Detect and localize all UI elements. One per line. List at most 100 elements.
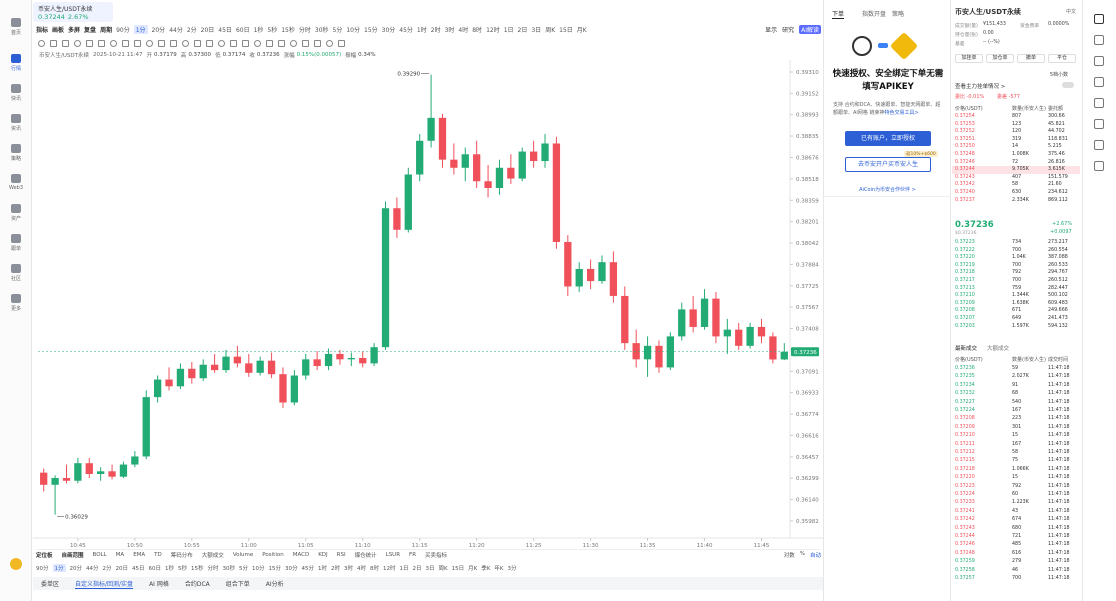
- timeframe-button[interactable]: 30秒: [222, 565, 236, 572]
- draw-tool-icon[interactable]: [254, 39, 261, 47]
- vip-icon[interactable]: [10, 558, 22, 570]
- book-action-button[interactable]: 加挂单: [955, 54, 983, 63]
- interval-button[interactable]: 44分: [169, 27, 183, 34]
- draw-tool-icon[interactable]: [50, 39, 57, 47]
- draw-tool-icon[interactable]: [98, 39, 105, 47]
- tool-button[interactable]: 周期: [100, 27, 113, 34]
- toolbar-right-button[interactable]: AI解读: [799, 25, 821, 34]
- timeframe-button[interactable]: 1时: [318, 565, 328, 572]
- tool-button[interactable]: 画板: [52, 27, 65, 34]
- interval-button[interactable]: 周K: [545, 27, 556, 34]
- indicator-button[interactable]: 定位板: [36, 553, 53, 559]
- nav-icon[interactable]: [11, 54, 21, 63]
- draw-tool-icon[interactable]: [230, 39, 237, 47]
- interval-button[interactable]: 90分: [116, 27, 130, 34]
- nav-icon[interactable]: [11, 234, 21, 243]
- bottom-tab[interactable]: 组合下单: [225, 581, 250, 588]
- timeframe-button[interactable]: 30分: [285, 565, 298, 572]
- indicator-button[interactable]: LSUR: [385, 552, 401, 558]
- nav-icon[interactable]: [11, 144, 21, 153]
- draw-tool-icon[interactable]: [74, 39, 81, 47]
- open-account-button[interactable]: 去币安开户买币安人生: [845, 157, 931, 172]
- interval-button[interactable]: 15分: [364, 27, 378, 34]
- indicator-button[interactable]: 买卖指标: [425, 553, 448, 559]
- timeframe-button[interactable]: 10分: [252, 565, 265, 572]
- interval-button[interactable]: 2分: [186, 27, 197, 34]
- nav-icon[interactable]: [11, 294, 21, 303]
- timeframe-button[interactable]: 1秒: [165, 565, 174, 572]
- side-icon[interactable]: [1094, 35, 1104, 45]
- draw-tool-icon[interactable]: [62, 39, 69, 47]
- interval-button[interactable]: 1秒: [253, 27, 264, 34]
- timeframe-button[interactable]: 4时: [357, 565, 367, 572]
- interval-button[interactable]: 12时: [486, 27, 500, 34]
- timeframe-button[interactable]: 5分: [239, 565, 249, 572]
- interval-button[interactable]: 1日: [503, 27, 514, 34]
- toggle[interactable]: [1062, 82, 1074, 88]
- trades-tab[interactable]: 最新成交: [955, 346, 978, 352]
- draw-tool-icon[interactable]: [206, 39, 213, 47]
- draw-tool-icon[interactable]: [86, 39, 93, 47]
- interval-button[interactable]: 1时: [416, 27, 427, 34]
- timeframe-button[interactable]: 8时: [370, 565, 380, 572]
- panel-tab[interactable]: 策略: [892, 11, 905, 18]
- interval-button[interactable]: 60日: [235, 27, 250, 34]
- indicator-button[interactable]: KDJ: [318, 552, 328, 558]
- side-icon[interactable]: [1094, 56, 1104, 66]
- trades-tab[interactable]: 大额成交: [987, 346, 1010, 352]
- bottom-tab[interactable]: AI 网格: [149, 581, 169, 588]
- tool-button[interactable]: 指标: [36, 27, 49, 34]
- draw-tool-icon[interactable]: [326, 39, 333, 47]
- interval-button[interactable]: 4时: [458, 27, 469, 34]
- indicator-button[interactable]: RSI: [336, 552, 346, 558]
- interval-button[interactable]: 15秒: [281, 27, 295, 34]
- interval-button[interactable]: 5分: [332, 27, 343, 34]
- timeframe-button[interactable]: 20分: [69, 565, 83, 572]
- book-action-button[interactable]: 撤单: [1017, 54, 1045, 63]
- timeframe-button[interactable]: 45分: [301, 565, 315, 572]
- nav-icon[interactable]: [11, 204, 21, 213]
- timeframe-button[interactable]: 1日: [399, 565, 409, 572]
- interval-button[interactable]: 45分: [399, 27, 413, 34]
- side-icon[interactable]: [1094, 119, 1104, 129]
- nav-icon[interactable]: [11, 114, 21, 123]
- nav-label[interactable]: 跟单: [10, 246, 21, 252]
- book-action-button[interactable]: 平仓: [1048, 54, 1076, 63]
- panel-tab[interactable]: 指数开盘: [862, 11, 887, 18]
- interval-button[interactable]: 10分: [346, 27, 360, 34]
- interval-button[interactable]: 3日: [531, 27, 542, 34]
- nav-label[interactable]: Web3: [8, 185, 24, 191]
- timeframe-button[interactable]: 月K: [468, 565, 478, 572]
- interval-button[interactable]: 15日: [559, 27, 573, 34]
- tool-button[interactable]: 复盘: [84, 27, 97, 34]
- draw-tool-icon[interactable]: [338, 39, 345, 47]
- timeframe-button[interactable]: 2分: [102, 565, 112, 572]
- side-icon[interactable]: [1094, 161, 1104, 171]
- draw-tool-icon[interactable]: [242, 39, 249, 47]
- timeframe-button[interactable]: 3时: [344, 565, 354, 572]
- nav-label[interactable]: 社区: [10, 276, 21, 282]
- scale-option[interactable]: 对数: [783, 553, 795, 559]
- interval-button[interactable]: 3时: [444, 27, 455, 34]
- timeframe-button[interactable]: 分时: [207, 565, 219, 572]
- interval-button[interactable]: 2时: [430, 27, 441, 34]
- nav-label[interactable]: 策略: [10, 156, 21, 162]
- indicator-button[interactable]: TD: [154, 552, 162, 558]
- timeframe-button[interactable]: 3日: [425, 565, 435, 572]
- indicator-button[interactable]: 自画范围: [61, 553, 84, 559]
- draw-tool-icon[interactable]: [266, 39, 273, 47]
- timeframe-button[interactable]: 20日: [115, 565, 129, 572]
- indicator-button[interactable]: FR: [409, 552, 417, 558]
- indicator-button[interactable]: 筹码分布: [170, 553, 193, 559]
- draw-tool-icon[interactable]: [218, 39, 225, 47]
- draw-tool-icon[interactable]: [194, 39, 201, 47]
- nav-label[interactable]: 首页: [10, 30, 21, 36]
- timeframe-button[interactable]: 1分: [52, 563, 66, 572]
- book-action-button[interactable]: 加仓单: [986, 54, 1014, 63]
- timeframe-button[interactable]: 15秒: [191, 565, 204, 572]
- indicator-button[interactable]: BOLL: [92, 552, 107, 558]
- timeframe-button[interactable]: 5秒: [178, 565, 187, 572]
- interval-button[interactable]: 20日: [200, 27, 215, 34]
- draw-tool-icon[interactable]: [290, 39, 297, 47]
- timeframe-button[interactable]: 60日: [148, 565, 162, 572]
